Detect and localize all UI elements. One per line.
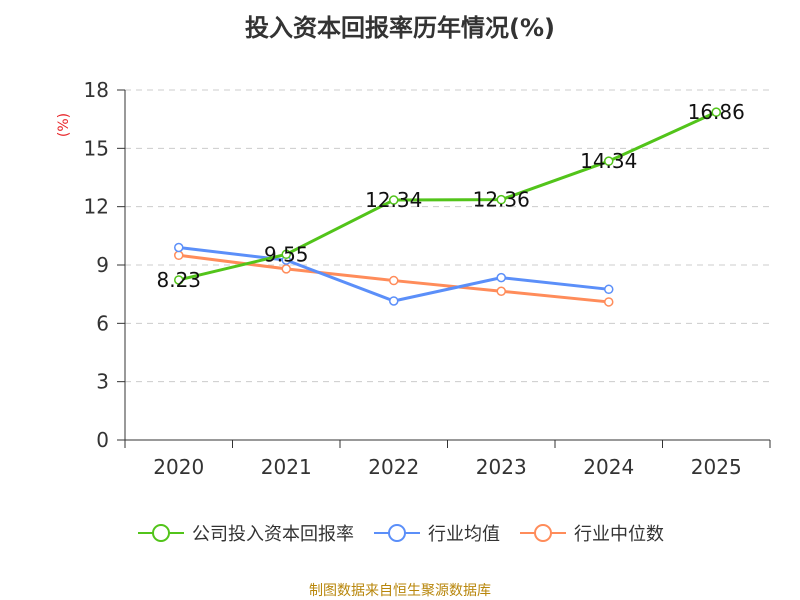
data-point [389,195,399,205]
y-tick-label: 6 [96,311,109,335]
y-tick-label: 3 [96,370,109,394]
series-line [178,110,717,282]
data-label: 8.23 [156,268,201,292]
data-point [711,107,721,117]
data-point [389,275,399,286]
x-tick-label: 2025 [691,455,742,479]
data-label: 16.86 [688,100,745,124]
y-tick-label: 12 [84,195,109,219]
data-point [281,249,291,260]
y-tick-label: 9 [96,253,109,277]
data-point [604,284,614,295]
data-point [389,296,399,306]
legend-label: 行业中位数 [574,524,664,545]
data-point [496,272,506,283]
x-tick-label: 2024 [583,455,634,479]
x-tick-label: 2022 [368,455,419,479]
x-tick-label: 2020 [153,455,204,479]
legend-label: 行业均值 [428,524,500,545]
legend-item: 公司投入资本回报率 [136,520,354,546]
data-source-note: 制图数据来自恒生聚源数据库 [309,583,491,599]
data-label: 14.34 [580,149,637,173]
chart-title: 投入资本回报率历年情况(%) [245,14,555,42]
data-point [496,194,506,205]
data-label: 9.55 [264,242,309,266]
y-tick-label: 15 [84,136,109,160]
data-point [604,156,614,166]
legend-marker-icon [138,524,184,542]
data-point [496,286,506,296]
series-line [178,246,609,303]
data-point [174,250,184,261]
chart-legend: 公司投入资本回报率 行业均值 行业中位数 [0,520,800,546]
y-axis-label: (%) [56,113,72,137]
legend-item: 行业均值 [372,520,500,546]
data-point [174,275,184,285]
x-tick-label: 2023 [476,455,527,479]
data-point [604,297,614,307]
data-point [174,242,184,253]
legend-marker-icon [520,524,566,542]
legend-item: 行业中位数 [518,520,664,546]
x-tick-label: 2021 [261,455,312,479]
y-tick-label: 0 [96,428,109,452]
y-tick-label: 18 [84,78,109,102]
data-label: 12.36 [473,188,530,212]
data-label: 12.34 [365,188,422,212]
legend-label: 公司投入资本回报率 [192,524,354,545]
legend-marker-icon [374,524,420,542]
